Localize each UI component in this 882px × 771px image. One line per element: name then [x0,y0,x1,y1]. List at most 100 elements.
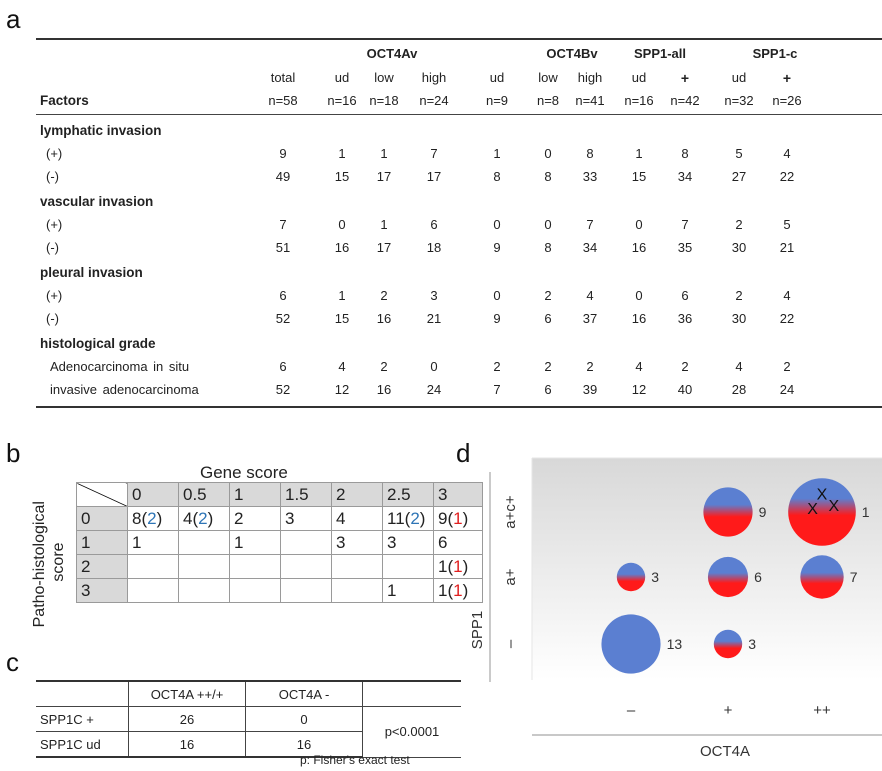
x-tick-label: – [627,702,636,719]
section-title: histological grade [40,336,156,351]
column-count: n=24 [419,93,449,108]
score-cell: 1(1) [433,554,483,579]
table-cell: 7 [681,217,689,232]
bubble [713,629,743,659]
patho-score-header: 2 [76,554,128,579]
table-cell: 35 [677,240,693,255]
table-cell: 24 [779,382,795,397]
fisher-pvalue: p<0.0001 [362,706,461,758]
column-group-header: OCT4Av [366,46,418,61]
column-subheader: ud [334,70,350,85]
score-cell [127,578,179,603]
table-cell: 16 [334,240,350,255]
bubble [703,487,753,537]
table-cell: 4 [635,359,643,374]
column-subheader: ud [489,70,505,85]
patho-score-header: 3 [76,578,128,603]
score-cell [178,554,230,579]
factors-label: Factors [40,93,89,108]
score-cell [127,554,179,579]
svg-text:Patho-histological score: Patho-histological score [31,497,66,628]
panel-label-a: a [6,4,21,34]
table-cell: 17 [376,240,392,255]
table-cell: 2 [493,359,501,374]
bubble-chart: SPP1 OCT4A 13 33 6 79 1XX X – + ++–a+a+c+ [469,457,882,760]
table-cell: 34 [677,169,693,184]
table-cell: 15 [334,311,350,326]
table-cell: 8 [681,146,689,161]
table-cell: 7 [279,217,287,232]
bubble [601,614,661,674]
table-cell: 6 [279,359,287,374]
fisher-header-oct4a-pos: OCT4A ++/+ [128,680,246,707]
bubble-label: 6 [754,569,762,585]
score-cell [229,554,281,579]
bubble-label: 9 [759,504,767,520]
panel-label-d: d [456,438,471,468]
table-cell: 6 [430,217,438,232]
x-tick-label: ++ [813,702,831,719]
column-count: n=16 [327,93,357,108]
bubble-mark: X [807,501,818,518]
table-cell: 15 [631,169,647,184]
table-cell: 17 [426,169,442,184]
table-cell: 52 [275,311,291,326]
patho-histological-score-label: Patho-histological score [30,486,67,638]
column-count: n=9 [485,93,509,108]
patho-score-header: 0 [76,506,128,531]
table-cell: 4 [735,359,743,374]
gene-score-header: 0 [127,482,179,507]
y-tick-label: – [502,639,519,648]
table-cell: 6 [681,288,689,303]
table-cell: 0 [493,217,501,232]
table-cell: 16 [376,311,392,326]
table-corner [76,482,128,507]
table-cell: 24 [426,382,442,397]
table-cell: 7 [586,217,594,232]
score-cell [280,530,332,555]
table-cell: 40 [677,382,693,397]
bubble [800,555,844,599]
row-label: invasive adenocarcinoma [50,382,199,397]
section-title: lymphatic invasion [40,123,162,138]
row-label: (-) [46,169,59,184]
y-axis-title: SPP1 [469,611,486,649]
panel-label-c: c [6,647,19,677]
row-label: Adenocarcinoma in situ [50,359,190,374]
column-subheader: low [538,70,558,85]
table-cell: 2 [380,359,388,374]
y-tick-label: a+c+ [502,495,519,529]
table-cell: 27 [731,169,747,184]
gene-score-header: 2 [331,482,383,507]
bubble [788,478,856,546]
bubble-label: 3 [748,636,756,652]
fisher-cell: 0 [245,706,363,732]
fisher-header-corner [36,680,129,707]
table-cell: 52 [275,382,291,397]
bubble [616,562,646,592]
bubble-label: 1 [862,504,870,520]
column-subheader: ud [631,70,647,85]
table-cell: 16 [631,240,647,255]
table-cell: 4 [783,146,791,161]
fisher-cell: 16 [128,731,246,758]
table-cell: 4 [586,288,594,303]
table-cell: 4 [783,288,791,303]
table-cell: 9 [493,240,501,255]
table-cell: 22 [779,311,795,326]
score-cell: 3 [280,506,332,531]
table-cell: 7 [430,146,438,161]
table-cell: 5 [783,217,791,232]
bubble-mark: X [828,498,839,515]
table-cell: 2 [735,217,743,232]
table-cell: 1 [338,288,346,303]
column-group-header: SPP1-all [633,46,687,61]
score-cell: 3 [382,530,434,555]
table-cell: 33 [582,169,598,184]
score-cell [331,554,383,579]
gene-score-header: 1 [229,482,281,507]
table-cell: 1 [380,217,388,232]
score-cell [280,578,332,603]
table-cell: 34 [582,240,598,255]
column-count: n=16 [624,93,654,108]
